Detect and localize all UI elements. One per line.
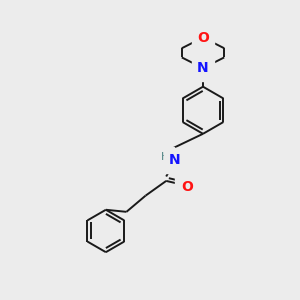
- Text: N: N: [197, 61, 209, 75]
- Text: H: H: [160, 152, 169, 162]
- Text: O: O: [181, 180, 193, 194]
- Text: O: O: [197, 31, 209, 44]
- Text: N: N: [169, 153, 181, 167]
